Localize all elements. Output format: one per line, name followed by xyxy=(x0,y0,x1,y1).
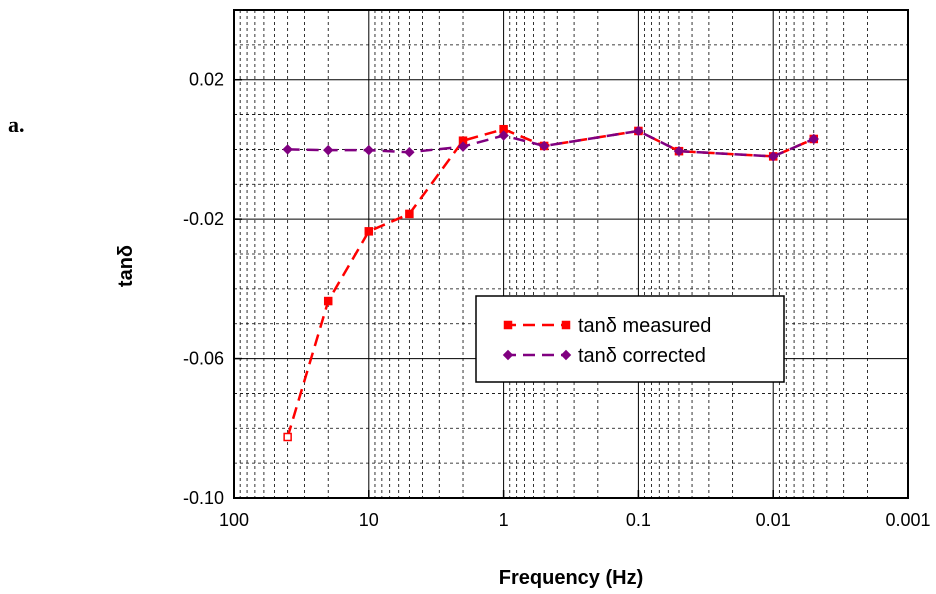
x-axis-ticks: 100 10 1 0.1 0.01 0.001 xyxy=(219,490,931,530)
series-line xyxy=(286,127,815,438)
legend-label: tanδ measured xyxy=(578,315,711,337)
series-measured xyxy=(283,124,819,442)
legend-label: tanδ corrected xyxy=(578,345,706,367)
y-axis-ticks: -0.10 -0.06 -0.02 0.02 xyxy=(183,70,242,508)
legend-swatch-marker xyxy=(503,320,513,330)
x-tick-label: 10 xyxy=(359,510,379,530)
y-axis-title: tanδ xyxy=(115,245,137,287)
y-tick-label: -0.06 xyxy=(183,349,224,369)
legend-swatch-marker xyxy=(560,349,572,361)
x-tick-label: 0.1 xyxy=(626,510,651,530)
legend: tanδ measured tanδ corrected xyxy=(475,295,785,383)
x-axis-title: Frequency (Hz) xyxy=(499,567,643,589)
y-tick-label: 0.02 xyxy=(189,70,224,90)
legend-box xyxy=(475,295,785,383)
series-layer xyxy=(282,124,819,442)
data-point xyxy=(633,125,644,137)
y-tick-label: -0.02 xyxy=(183,209,224,229)
y-tick-label: -0.10 xyxy=(183,488,224,508)
plot-frame xyxy=(233,9,909,499)
x-tick-label: 0.001 xyxy=(885,510,930,530)
legend-item: tanδ corrected xyxy=(502,345,706,367)
data-point xyxy=(283,432,292,442)
data-point xyxy=(323,144,334,156)
x-tick-label: 1 xyxy=(499,510,509,530)
data-point xyxy=(673,145,685,157)
data-point xyxy=(323,296,333,306)
data-point xyxy=(404,147,415,158)
data-point xyxy=(282,144,293,155)
x-tick-label: 100 xyxy=(219,510,249,530)
panel-label: a. xyxy=(8,112,25,137)
x-tick-label: 0.01 xyxy=(756,510,791,530)
data-point xyxy=(538,140,550,152)
data-point xyxy=(767,151,779,162)
data-point xyxy=(363,144,375,156)
data-point xyxy=(498,130,509,141)
grid xyxy=(234,10,908,498)
legend-swatch-marker xyxy=(561,320,571,330)
data-point xyxy=(808,133,819,145)
data-point xyxy=(457,141,469,152)
series-corrected xyxy=(282,125,819,162)
legend-item: tanδ measured xyxy=(503,315,711,337)
legend-swatch-marker xyxy=(502,349,514,361)
data-point xyxy=(364,227,374,236)
data-point xyxy=(405,209,414,219)
